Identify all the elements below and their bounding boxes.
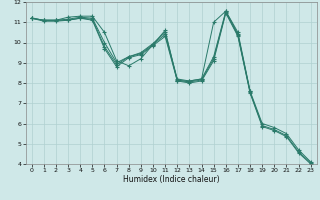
X-axis label: Humidex (Indice chaleur): Humidex (Indice chaleur) (123, 175, 220, 184)
